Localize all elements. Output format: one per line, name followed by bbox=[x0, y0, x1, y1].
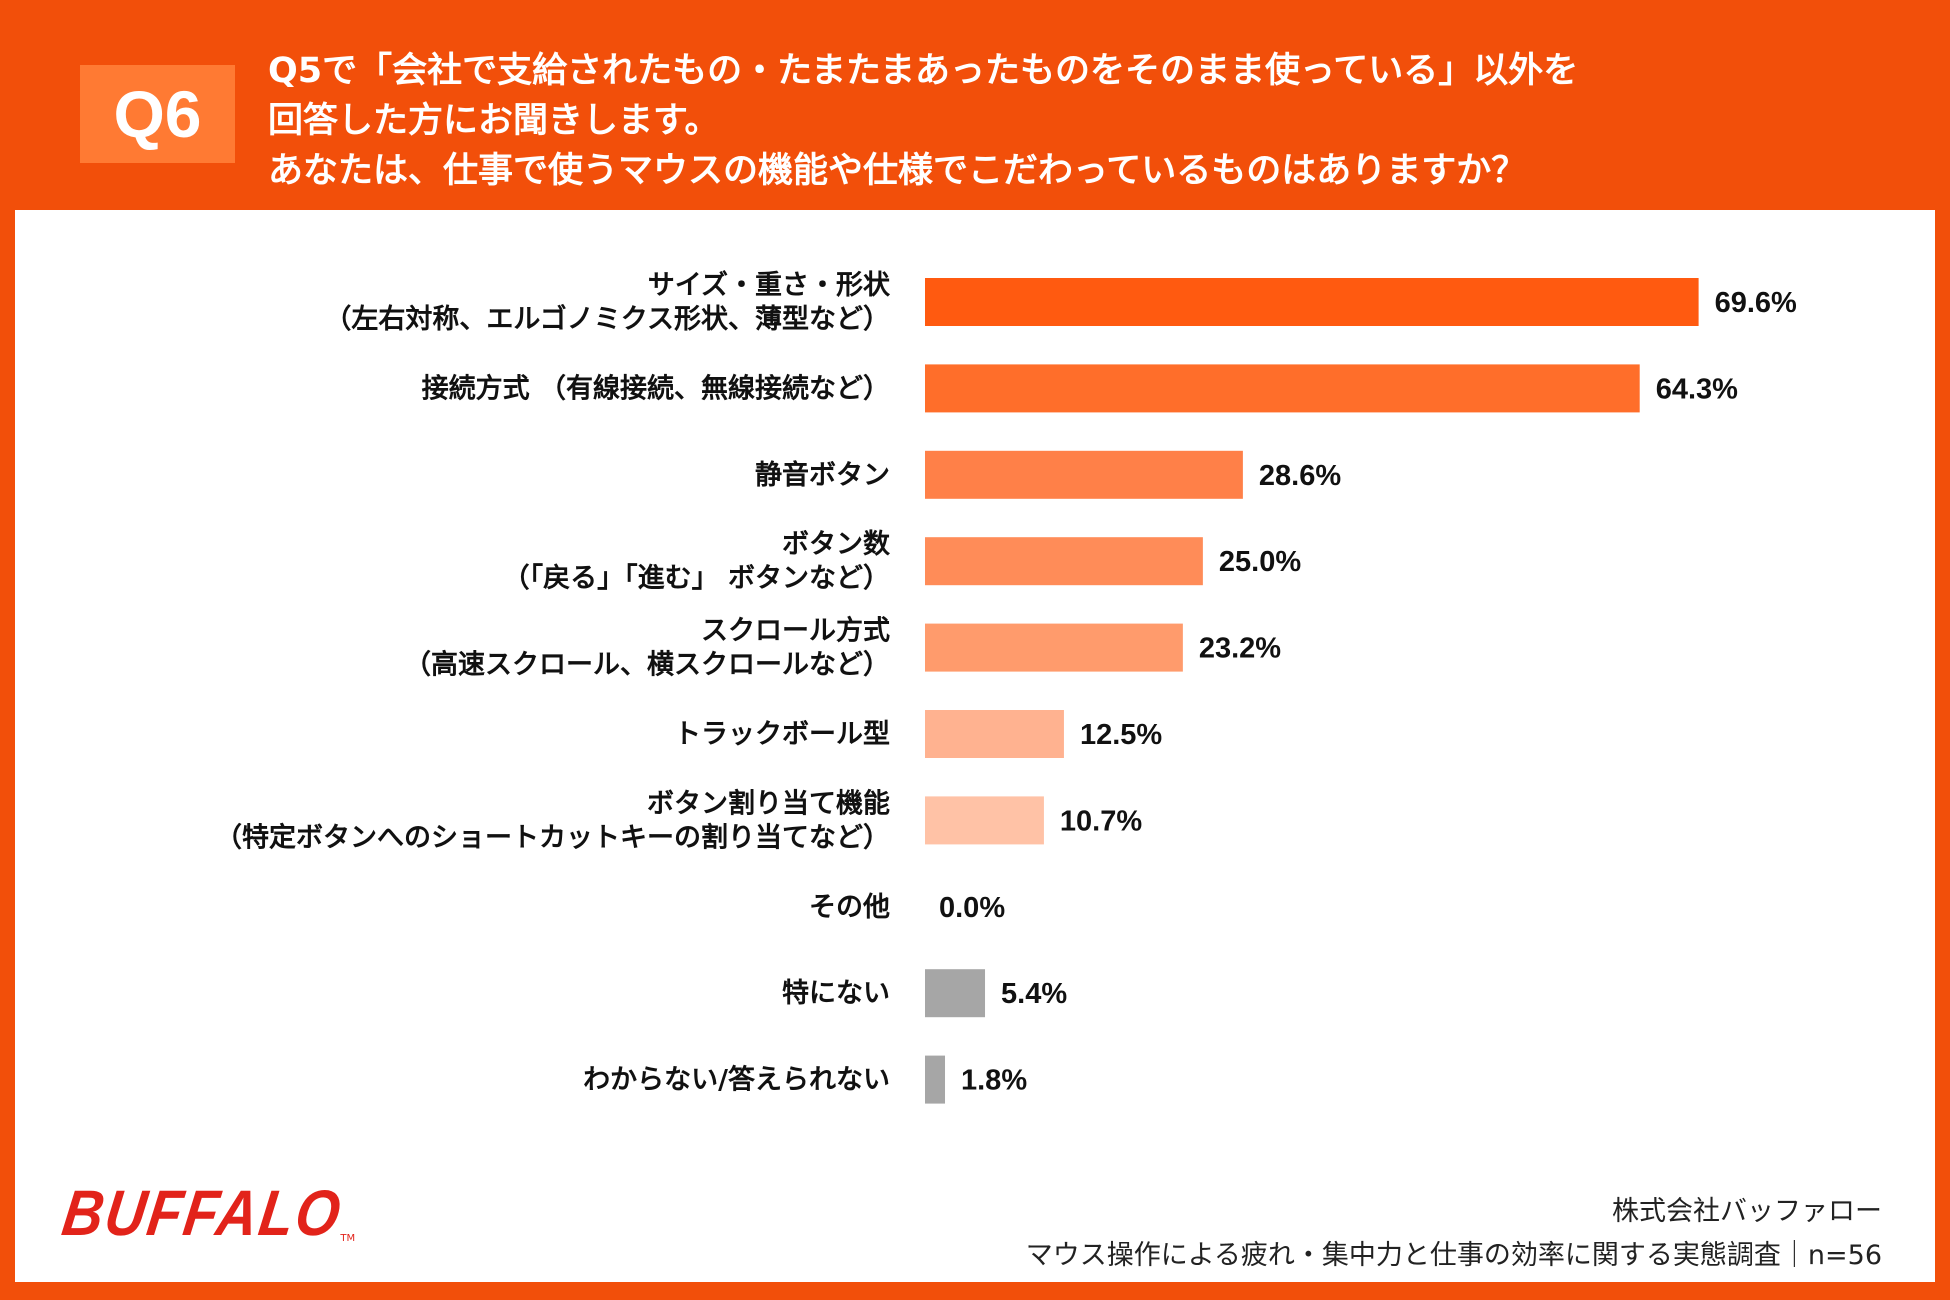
logo-trademark: TM bbox=[340, 1233, 356, 1244]
value-label-1: 69.6% bbox=[1715, 287, 1797, 319]
value-label-7: 10.7% bbox=[1060, 805, 1142, 837]
question-line-2: 回答した方にお聞きします。 bbox=[268, 101, 720, 141]
category-label-1-line-1: サイズ・重さ・形状 bbox=[648, 269, 891, 301]
bar-9 bbox=[925, 969, 986, 1018]
value-label-9: 5.4% bbox=[1001, 978, 1067, 1010]
footer: 株式会社バッファロー マウス操作による疲れ・集中力と仕事の効率に関する実態調査｜… bbox=[1026, 1190, 1882, 1278]
value-label-10: 1.8% bbox=[961, 1065, 1027, 1097]
category-label-6: トラックボール型 bbox=[674, 719, 890, 750]
category-label-1-line-2: （左右対称、エルゴノミクス形状、薄型など） bbox=[324, 303, 890, 335]
question-line-1: Q5で「会社で支給されたもの・たまたまあったものをそのまま使っている」以外を bbox=[268, 51, 1579, 91]
question-badge: Q6 bbox=[80, 65, 235, 163]
category-label-7-line-2: （特定ボタンへのショートカットキーの割り当てなど） bbox=[215, 821, 890, 853]
question-text: Q5で「会社で支給されたもの・たまたまあったものをそのまま使っている」以外を 回… bbox=[268, 46, 1928, 196]
bar-6 bbox=[925, 710, 1064, 758]
question-line-3: あなたは、仕事で使うマウスの機能や仕様でこだわっているものはありますか？ bbox=[268, 151, 1527, 191]
category-label-5-line-2: （高速スクロール、横スクロールなど） bbox=[404, 649, 890, 681]
bar-3 bbox=[925, 450, 1243, 499]
category-label-7-line-1: ボタン割り当て機能 bbox=[647, 787, 890, 819]
category-label-5-line-1: スクロール方式 bbox=[701, 615, 890, 647]
value-label-5: 23.2% bbox=[1199, 633, 1281, 665]
category-label-4-line-1: ボタン数 bbox=[782, 529, 891, 560]
footer-company: 株式会社バッファロー bbox=[1612, 1196, 1882, 1227]
bar-chart: 69.6% サイズ・重さ・形状（左右対称、エルゴノミクス形状、薄型など） 64.3%… bbox=[215, 269, 1797, 1104]
value-label-3: 28.6% bbox=[1259, 460, 1341, 492]
category-label-9: 特にない bbox=[782, 978, 890, 1009]
value-label-4: 25.0% bbox=[1219, 546, 1301, 578]
value-label-2: 64.3% bbox=[1656, 373, 1738, 405]
category-label-8: その他 bbox=[809, 892, 890, 923]
category-label-10: わからない/答えられない bbox=[583, 1064, 890, 1096]
footer-survey: マウス操作による疲れ・集中力と仕事の効率に関する実態調査｜n=56 bbox=[1025, 1240, 1882, 1271]
logo-wordmark: BUFFALO bbox=[58, 1176, 347, 1249]
buffalo-logo: BUFFALO TM bbox=[58, 1176, 356, 1250]
bar-2 bbox=[925, 364, 1640, 413]
category-label-3: 静音ボタン bbox=[755, 459, 890, 491]
bar-10 bbox=[925, 1055, 946, 1104]
category-label-2: 接続方式 （有線接続、無線接続など） bbox=[422, 372, 890, 404]
value-label-6: 12.5% bbox=[1080, 719, 1162, 751]
bar-4 bbox=[925, 537, 1203, 586]
chart-panel: 69.6% サイズ・重さ・形状 （左右対称、エルゴノミクス形状、薄型など） 64.3%… bbox=[15, 210, 1935, 1282]
bar-5 bbox=[925, 623, 1183, 672]
bar-7 bbox=[925, 796, 1044, 845]
bar-1 bbox=[925, 278, 1699, 326]
category-label-4-line-2: （「戻る」「進む」 ボタンなど） bbox=[503, 562, 890, 594]
value-label-8: 0.0% bbox=[939, 892, 1005, 924]
